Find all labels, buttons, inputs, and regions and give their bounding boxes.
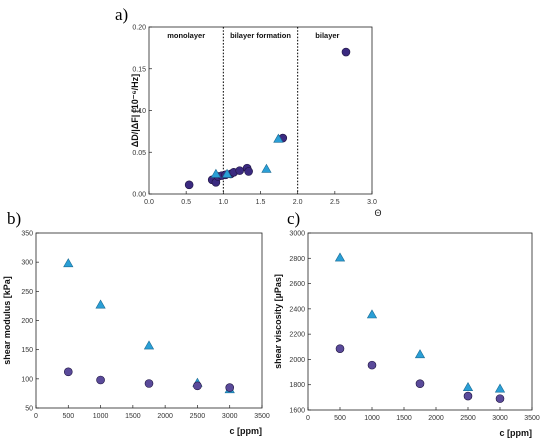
data-point-triangle-c bbox=[414, 349, 426, 359]
y-axis-label-c: shear viscosity [µPas] bbox=[273, 274, 283, 369]
x-tick-label-b: 3500 bbox=[254, 413, 270, 420]
panel-a: a) 0.0 0.5 1.0 1.5 2.0 2.5 3.0 0.00 0.05 0.10 0.15 0… bbox=[115, 5, 382, 218]
region-label-a: monolayer bbox=[167, 31, 205, 40]
y-tick-label-b: 100 bbox=[21, 376, 33, 383]
region-label-a: bilayer formation bbox=[230, 31, 291, 40]
y-tick-label-a: 0.10 bbox=[132, 108, 146, 115]
x-tick-label-c: 1500 bbox=[396, 415, 412, 422]
x-tick-label-c: 500 bbox=[334, 415, 346, 422]
x-tick-label-b: 1000 bbox=[93, 413, 109, 420]
x-tick-label-a: 1.0 bbox=[218, 199, 228, 206]
data-point-circle-b bbox=[63, 367, 73, 377]
panel-label-b: b) bbox=[7, 209, 21, 228]
x-axis-label-b: c [ppm] bbox=[230, 426, 263, 436]
data-point-triangle-c bbox=[462, 382, 474, 391]
y-tick-label-a: 0.20 bbox=[132, 25, 146, 32]
x-tick-label-b: 1500 bbox=[125, 413, 141, 420]
y-tick-label-c: 1800 bbox=[289, 382, 305, 389]
x-tick-label-c: 3000 bbox=[492, 415, 508, 422]
plot-frame-c bbox=[307, 232, 533, 411]
data-point-circle-a bbox=[184, 180, 194, 190]
y-axis-label-b: shear modulus [kPa] bbox=[2, 276, 12, 365]
data-point-triangle-a bbox=[210, 168, 222, 178]
y-tick-label-a: 0.00 bbox=[132, 192, 146, 199]
data-point-circle-c bbox=[415, 379, 425, 389]
y-tick-label-c: 2800 bbox=[289, 256, 305, 263]
x-axis-label-a: Θ bbox=[374, 208, 381, 218]
x-tick-label-a: 0.0 bbox=[144, 199, 154, 206]
data-point-triangle-a bbox=[273, 133, 284, 143]
data-point-circle-b bbox=[225, 383, 235, 392]
y-tick-label-b: 200 bbox=[21, 318, 33, 325]
y-tick-label-a: 0.15 bbox=[132, 66, 146, 73]
x-tick-label-c: 0 bbox=[306, 415, 310, 422]
data-point-triangle-b bbox=[143, 340, 155, 350]
data-point-triangle-a bbox=[221, 168, 233, 178]
y-tick-label-b: 50 bbox=[25, 406, 33, 413]
y-tick-label-c: 3000 bbox=[289, 231, 305, 238]
x-tick-label-c: 1000 bbox=[364, 415, 380, 422]
y-tick-label-c: 2200 bbox=[289, 332, 305, 339]
x-tick-label-b: 500 bbox=[62, 413, 74, 420]
x-tick-label-b: 2000 bbox=[157, 413, 173, 420]
x-tick-label-a: 1.5 bbox=[256, 199, 266, 206]
x-tick-label-a: 3.0 bbox=[367, 199, 377, 206]
y-tick-label-c: 1600 bbox=[289, 408, 305, 415]
data-point-triangle-b bbox=[95, 299, 106, 309]
data-point-circle-c bbox=[495, 394, 505, 403]
data-point-triangle-a bbox=[261, 163, 272, 173]
y-tick-label-a: 0.05 bbox=[132, 150, 146, 157]
data-point-triangle-c bbox=[494, 383, 506, 393]
data-point-circle-a bbox=[235, 166, 244, 175]
y-tick-label-c: 2000 bbox=[289, 357, 305, 364]
y-tick-label-b: 300 bbox=[21, 260, 33, 267]
x-tick-label-b: 0 bbox=[34, 413, 38, 420]
x-tick-label-c: 2500 bbox=[460, 415, 476, 422]
region-label-a: bilayer bbox=[315, 31, 339, 40]
x-axis-label-c: c [ppm] bbox=[500, 428, 533, 438]
panel-c: c) 0 500 1000 1500 2000 2500 3000 3500 1600 1800 20… bbox=[273, 209, 540, 438]
x-tick-label-c: 3500 bbox=[524, 415, 540, 422]
y-tick-label-b: 250 bbox=[21, 289, 33, 296]
data-point-triangle-c bbox=[334, 252, 346, 262]
data-point-circle-b bbox=[144, 379, 154, 388]
plot-frame-a bbox=[148, 26, 373, 195]
x-tick-label-b: 3000 bbox=[222, 413, 238, 420]
x-tick-label-a: 0.5 bbox=[181, 199, 191, 206]
data-point-circle-a bbox=[341, 47, 351, 57]
x-tick-label-b: 2500 bbox=[190, 413, 206, 420]
data-point-circle-c bbox=[463, 391, 473, 401]
data-point-circle-c bbox=[367, 360, 377, 370]
panel-label-c: c) bbox=[287, 209, 300, 228]
x-tick-label-c: 2000 bbox=[428, 415, 444, 422]
y-tick-label-c: 2400 bbox=[289, 306, 305, 313]
y-tick-label-b: 150 bbox=[21, 347, 33, 354]
data-point-triangle-c bbox=[366, 309, 378, 319]
x-tick-label-a: 2.0 bbox=[293, 199, 303, 206]
data-point-circle-b bbox=[96, 375, 105, 385]
y-tick-label-c: 2600 bbox=[289, 281, 305, 288]
data-point-circle-a bbox=[244, 167, 253, 176]
y-axis-label-a: ΔD/|ΔF| [10⁻⁶/Hz] bbox=[130, 74, 140, 147]
data-point-circle-c bbox=[335, 344, 345, 353]
data-point-circle-b bbox=[193, 381, 202, 391]
panel-b: b) 0 500 1000 1500 2000 2500 3000 3500 50 100 150 20… bbox=[2, 209, 270, 436]
y-tick-label-b: 350 bbox=[21, 231, 33, 238]
data-point-triangle-b bbox=[63, 258, 74, 268]
panel-label-a: a) bbox=[115, 5, 128, 24]
x-tick-label-a: 2.5 bbox=[330, 199, 340, 206]
